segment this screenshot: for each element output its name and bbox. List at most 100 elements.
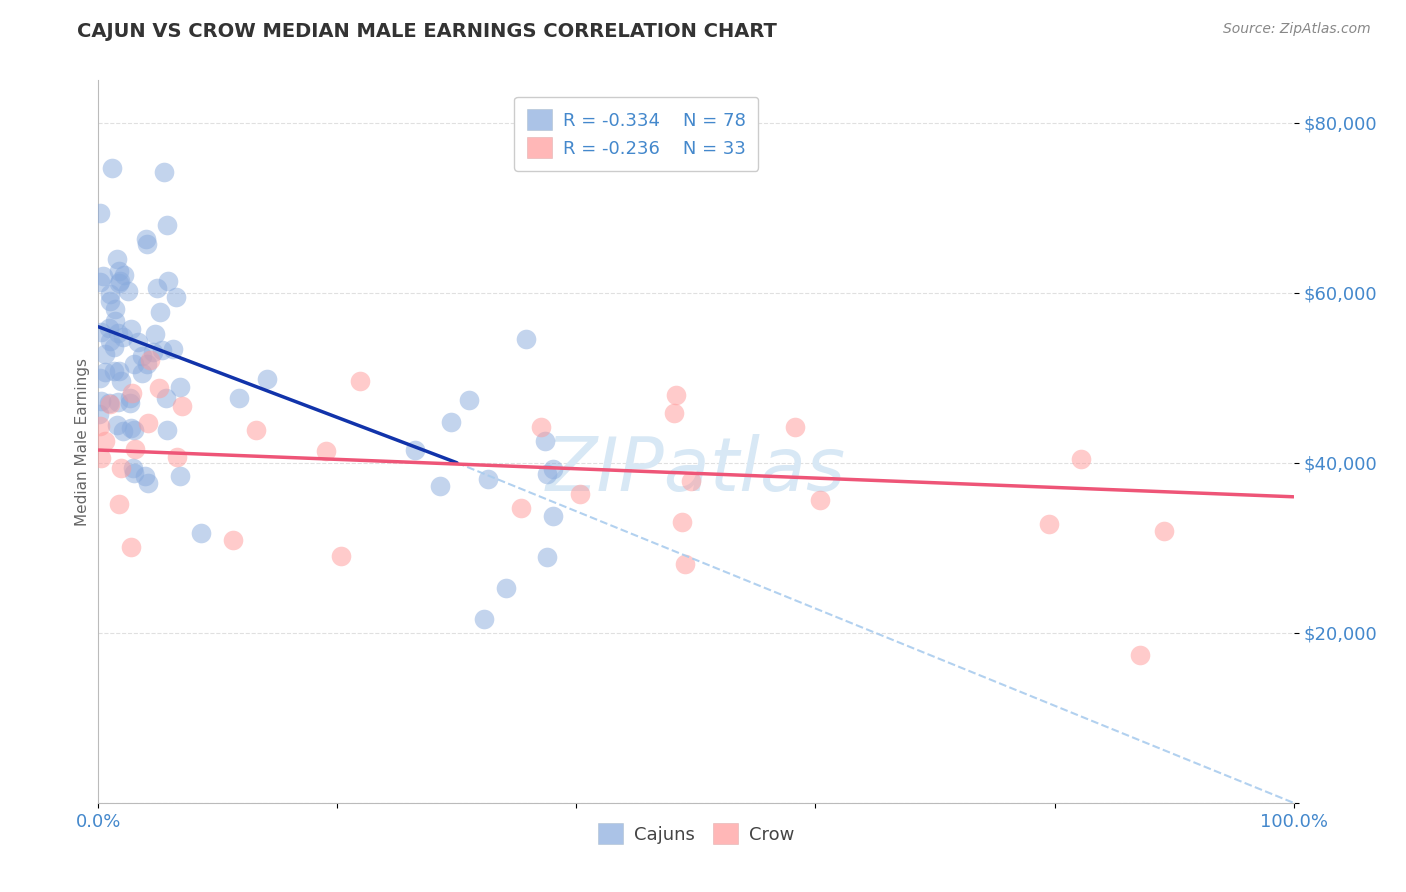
Point (515, 331, 537, 345)
Point (162, 342, 184, 356)
Point (665, 387, 688, 401)
Point (98, 396, 121, 410)
Point (510, 501, 533, 516)
Point (122, 467, 145, 481)
Point (98, 294, 121, 309)
Point (120, 392, 142, 406)
Point (121, 421, 143, 435)
Point (156, 423, 179, 437)
Point (117, 284, 139, 298)
Point (156, 218, 179, 232)
Point (89, 370, 111, 384)
Point (495, 581, 517, 595)
Point (155, 391, 177, 405)
Point (112, 268, 135, 282)
Point (143, 327, 166, 342)
Point (1070, 452, 1092, 467)
Point (93, 346, 115, 360)
Point (112, 330, 135, 344)
Point (349, 374, 371, 388)
Point (440, 415, 463, 429)
Point (127, 335, 149, 350)
Point (315, 443, 337, 458)
Point (148, 381, 170, 395)
Point (98, 396, 121, 410)
Point (135, 232, 157, 246)
Point (103, 364, 125, 378)
Point (673, 557, 696, 571)
Point (142, 345, 165, 359)
Point (105, 418, 128, 433)
Point (152, 165, 174, 179)
Point (121, 386, 143, 401)
Point (120, 322, 142, 336)
Point (131, 349, 153, 363)
Point (245, 423, 267, 437)
Point (93, 365, 115, 379)
Point (662, 406, 685, 420)
Point (681, 474, 703, 488)
Point (530, 419, 553, 434)
Point (134, 469, 156, 483)
Point (104, 302, 127, 317)
Point (98, 334, 121, 349)
Point (108, 264, 131, 278)
Point (783, 419, 806, 434)
Point (166, 450, 188, 464)
Point (110, 374, 132, 388)
Point (111, 425, 134, 439)
Point (136, 357, 159, 371)
Point (808, 493, 831, 508)
Point (108, 277, 131, 291)
Point (149, 305, 172, 319)
Point (157, 274, 180, 288)
Point (122, 461, 145, 475)
Point (105, 252, 128, 266)
Text: Source: ZipAtlas.com: Source: ZipAtlas.com (1223, 22, 1371, 37)
Point (472, 612, 495, 626)
Point (429, 479, 451, 493)
Point (104, 314, 127, 328)
Point (165, 290, 187, 304)
Point (1038, 516, 1060, 531)
Point (543, 462, 565, 476)
Point (671, 515, 693, 529)
Point (107, 326, 129, 341)
Point (110, 274, 132, 288)
Point (477, 472, 499, 486)
Point (256, 372, 278, 386)
Point (222, 533, 245, 548)
Legend: R = -0.334    N = 78, R = -0.236    N = 33: R = -0.334 N = 78, R = -0.236 N = 33 (515, 96, 758, 170)
Point (533, 434, 555, 448)
Point (169, 469, 191, 483)
Point (1153, 524, 1175, 539)
Point (91, 269, 114, 284)
Point (136, 416, 159, 430)
Point (131, 366, 153, 380)
Point (457, 392, 479, 407)
Point (100, 161, 122, 176)
Point (146, 281, 169, 295)
Point (108, 364, 131, 378)
Y-axis label: Median Male Earnings: Median Male Earnings (75, 358, 90, 525)
Point (107, 394, 129, 409)
Point (169, 379, 191, 393)
Point (94, 434, 117, 448)
Point (90, 325, 112, 339)
Point (97, 321, 120, 335)
Point (330, 549, 353, 563)
Point (135, 236, 157, 251)
Point (89, 419, 111, 434)
Point (536, 467, 558, 482)
Point (122, 423, 145, 437)
Point (118, 396, 141, 410)
Point (89, 450, 111, 465)
Point (121, 540, 143, 554)
Point (98, 286, 121, 301)
Text: CAJUN VS CROW MEDIAN MALE EARNINGS CORRELATION CHART: CAJUN VS CROW MEDIAN MALE EARNINGS CORRE… (77, 22, 778, 41)
Point (103, 340, 125, 354)
Point (190, 526, 212, 541)
Point (110, 461, 132, 475)
Point (569, 487, 592, 501)
Point (90, 394, 112, 409)
